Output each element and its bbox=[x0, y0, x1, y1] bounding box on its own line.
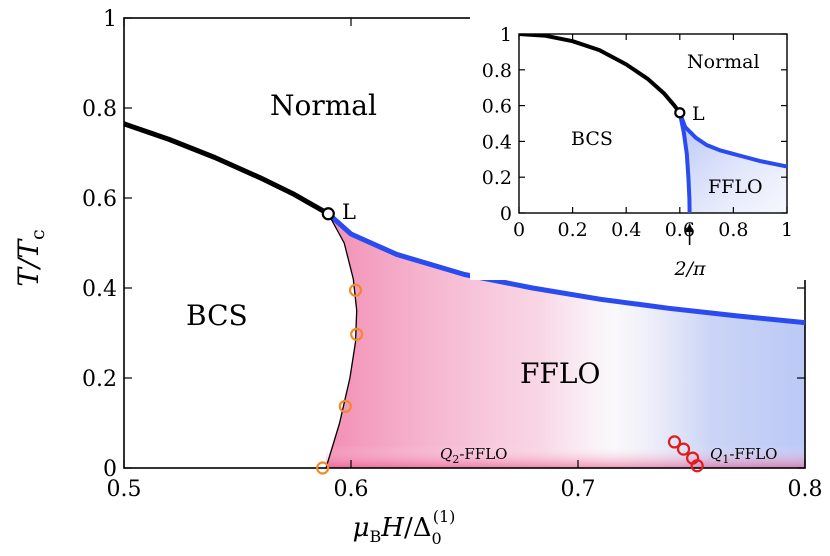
red-marker bbox=[690, 459, 704, 473]
y-tick-label: 0 bbox=[500, 203, 512, 225]
fflo-region-area bbox=[326, 213, 805, 468]
y-axis-title: T/Tc bbox=[12, 229, 49, 286]
inset-plot-frame bbox=[518, 33, 788, 214]
inset-background bbox=[470, 10, 808, 280]
series-line-2 bbox=[325, 213, 358, 468]
x-tick-label: 0.6 bbox=[334, 477, 369, 502]
x-tick-label: 0.5 bbox=[107, 477, 142, 502]
x-tick-label: 1 bbox=[781, 219, 793, 241]
orange-marker bbox=[338, 399, 352, 413]
main-series bbox=[124, 121, 805, 468]
red-marker bbox=[676, 442, 691, 456]
q-fflo-band bbox=[326, 445, 805, 468]
series-line-0 bbox=[519, 34, 682, 115]
y-tick-label: 0.8 bbox=[482, 60, 512, 82]
lifshitz-point-label: L bbox=[342, 200, 356, 224]
x-tick-label: 0.8 bbox=[718, 219, 748, 241]
series-line-1 bbox=[325, 211, 805, 326]
lifshitz-point bbox=[321, 207, 335, 221]
y-tick-label: 0.2 bbox=[482, 167, 512, 189]
inset-markers bbox=[674, 107, 694, 245]
orange-marker bbox=[348, 283, 363, 297]
region-fflo-label: FFLO bbox=[520, 357, 600, 390]
y-tick-label: 0 bbox=[103, 457, 117, 482]
red-marker bbox=[667, 435, 682, 449]
inset-fflo-area bbox=[679, 112, 787, 213]
inset-series bbox=[519, 34, 787, 213]
inset-fflo-fill bbox=[679, 112, 787, 213]
inset-region-normal-label: Normal bbox=[687, 51, 760, 73]
x-tick-label: 0.8 bbox=[788, 477, 823, 502]
region-q2-fflo-label: Q2-FFLO bbox=[440, 445, 507, 466]
x-tick-label: 0.2 bbox=[557, 219, 587, 241]
inset-region-fflo-label: FFLO bbox=[708, 176, 763, 198]
inset-annotation-two-over-pi: 2/π bbox=[674, 258, 706, 280]
x-axis-title: μBH/Δ0(1) bbox=[353, 507, 456, 548]
inset-axes: 0 0.2 0.4 0.6 0.8 1 0 0.2 0.4 0.6 0.8 1 bbox=[482, 24, 793, 241]
orange-marker bbox=[316, 461, 330, 475]
inset-lifshitz-label: L bbox=[692, 103, 705, 125]
series-line-2 bbox=[677, 110, 692, 213]
y-tick-label: 1 bbox=[103, 7, 117, 32]
y-tick-label: 0.8 bbox=[82, 97, 117, 122]
series-line-1 bbox=[677, 110, 787, 169]
y-tick-label: 1 bbox=[500, 24, 512, 46]
main-axes: 0.5 0.6 0.7 0.8 0 0.2 0.4 0.6 0.8 1 bbox=[82, 7, 823, 502]
y-tick-label: 0.6 bbox=[482, 96, 512, 118]
region-normal-label: Normal bbox=[270, 89, 377, 122]
y-tick-label: 0.4 bbox=[82, 277, 117, 302]
x-tick-label: 0.6 bbox=[665, 219, 695, 241]
x-tick-label: 0.7 bbox=[561, 477, 596, 502]
lifshitz-point bbox=[674, 107, 686, 119]
orange-marker bbox=[350, 327, 364, 341]
y-tick-label: 0.4 bbox=[482, 131, 512, 153]
region-bcs-label: BCS bbox=[186, 299, 248, 332]
y-tick-label: 0.6 bbox=[82, 187, 117, 212]
main-markers bbox=[316, 207, 704, 475]
series-line-0 bbox=[124, 121, 331, 217]
inset-region-bcs-label: BCS bbox=[571, 128, 613, 150]
annotation-arrow-head bbox=[685, 223, 694, 232]
fflo-region-fill bbox=[326, 213, 805, 468]
x-tick-label: 0.4 bbox=[611, 219, 641, 241]
y-tick-label: 0.2 bbox=[82, 367, 117, 392]
region-q1-fflo-label: Q1-FFLO bbox=[710, 445, 777, 466]
x-tick-label: 0 bbox=[513, 219, 525, 241]
